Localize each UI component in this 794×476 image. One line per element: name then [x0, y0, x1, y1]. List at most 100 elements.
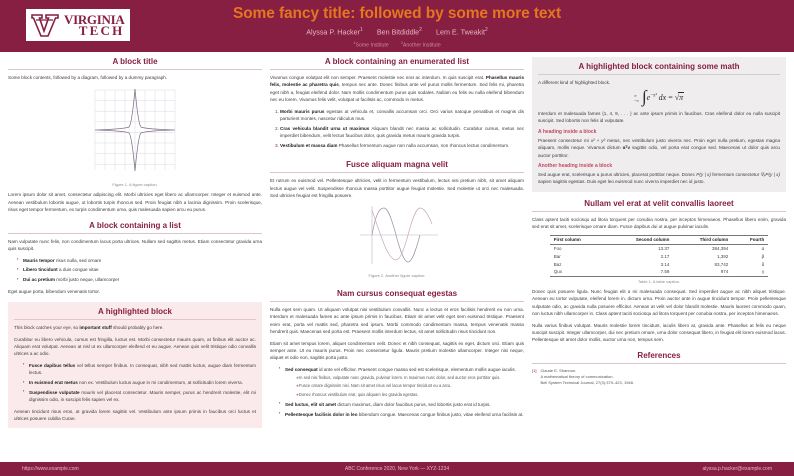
list-item: Sed consequat id ante vel efficitur. Pra… [279, 365, 524, 399]
poster-title: Some fancy title: followed by some more … [232, 5, 562, 23]
logo-line-2: TECH [78, 23, 125, 38]
block-a-block-title: A block title Some block contents, follo… [8, 57, 262, 214]
list-item: Fusce dapibus tellus vel tellus semper f… [23, 361, 256, 377]
table-header-cell: Third column [673, 234, 733, 245]
bullet-list: Fusce dapibus tellus vel tellus semper f… [23, 361, 256, 404]
author-list: Alyssa P. Hacker1 Ben Bitdiddle2 Lem E. … [233, 27, 561, 36]
reference-number: [1] [532, 367, 537, 373]
block-paragraph-1: Nulla eget sem quam. Ut aliquam volutpat… [270, 306, 524, 335]
author-entry: Alyssa P. Hacker1 [306, 27, 363, 37]
integral-lower-limit: −∞ [633, 97, 639, 103]
table-cell: α [761, 246, 765, 252]
block-outro-text: Eget augue porta, bibendum venenatis tor… [8, 288, 100, 294]
block-a-highlighted-block: A highlighted block This block catches y… [8, 302, 262, 429]
reference-author: Claude E. Shannon. [540, 367, 577, 373]
inline-math: ∇ₓP(y | x) [760, 171, 781, 177]
title-divider [532, 362, 786, 364]
title-divider [8, 232, 262, 234]
list-item: Cras vehicula blandit urna ut maximus Al… [280, 125, 524, 140]
table-cell: 13.37 [658, 246, 670, 252]
table-cell: 83,742 [714, 261, 729, 267]
middle-column: A block containing an enumerated list Vi… [270, 57, 524, 462]
block-intro-text: Nam vulputate nunc felis, non condimentu… [8, 238, 262, 252]
sub-heading-2: Another heading inside a block [538, 162, 613, 169]
block-references: References [1] Claude E. Shannon. A math… [532, 351, 786, 387]
title-divider [270, 172, 524, 174]
integral-limits: ∞ −∞ [634, 94, 639, 102]
table-cell: 1,392 [717, 253, 729, 259]
bullet-list: Mauris tempor risus nulla, sed ornare Li… [17, 256, 262, 284]
title-divider [14, 319, 256, 321]
list-item: Pellentesque facilisis dolor in leo bibe… [279, 410, 524, 418]
table-row: Foo 13.37 384,394 α [550, 244, 768, 252]
author-affil-mark: 2 [419, 27, 422, 34]
footer-email-link[interactable]: alyssa.p.hacker@example.com [702, 466, 772, 472]
author-affil-mark: 2 [484, 27, 488, 34]
figure-2-wave-plot [270, 204, 524, 271]
author-entry: Lem E. Tweakit2 [435, 27, 488, 37]
header-center: Some fancy title: followed by some more … [233, 3, 561, 48]
affiliation-list: 1Some Institute 2Another Institute [233, 40, 561, 49]
block-title: A block containing an enumerated list [324, 57, 470, 66]
left-column: A block title Some block contents, follo… [8, 57, 262, 462]
inline-math: x² + y² [590, 137, 606, 143]
table-caption: Table 1. A table caption. [637, 278, 681, 284]
affiliation-entry: 2Another Institute [400, 39, 441, 49]
table-row: Baz 3.14 83,742 δ [550, 260, 768, 268]
reference-body: Claude E. Shannon. A mathematical theory… [540, 368, 634, 387]
sub-heading-2-text: Sed augue erat, scelerisque a purus ultr… [538, 171, 781, 185]
reference-source: Bell System Technical Journal, 27(3):379… [540, 380, 634, 386]
block-paragraph-2: Etiam sit amet tempus lorem, aliquet con… [270, 340, 524, 361]
table-header-cell: Second column [606, 234, 674, 245]
table-cell: 7.59 [606, 268, 674, 277]
table-cell: Bar [553, 253, 561, 259]
reference-item: [1] Claude E. Shannon. A mathematical th… [532, 368, 786, 387]
block-enumerated-list: A block containing an enumerated list Vi… [270, 57, 524, 153]
integral-upper-limit: ∞ [633, 93, 637, 99]
block-paragraph-2: Donec quis posuere ligula. Nunc feugiat … [532, 288, 786, 317]
table-cell: Baz [553, 261, 562, 267]
block-title: A block containing a list [89, 220, 181, 230]
equation-differential: dx [658, 93, 667, 103]
block-intro-text: A different kind of highlighted block. [538, 80, 611, 85]
footer-website-link[interactable]: https://www.example.com [22, 466, 79, 472]
equation-exponent: −x² [650, 93, 658, 99]
table-row: Bar 2.17 1,392 β [550, 253, 768, 261]
list-item: Sed luctus, elit sit amet dictum maximus… [279, 400, 524, 408]
sqrt-icon: √ [674, 93, 680, 103]
title-divider [538, 74, 780, 75]
table-cell: Foo [553, 246, 562, 252]
table-cell: 3.14 [660, 261, 670, 267]
nested-list-item: Donec rhoncus vestibulum erat, quis aliq… [291, 392, 524, 399]
title-divider [270, 300, 524, 302]
table-cell: 974 [673, 268, 733, 277]
table-cell: 384,394 [711, 246, 729, 252]
block-nam-cursus-consequat-egestas: Nam cursus consequat egestas Nulla eget … [270, 289, 524, 422]
list-item: In euismod erat metus non ex. Vestibulum… [23, 379, 256, 386]
list-item: Vestibulum et massa diam Phasellus ferme… [280, 142, 524, 149]
equation-rhs: π [678, 92, 685, 103]
inline-math: P(y | x) [696, 171, 711, 177]
reference-title: A mathematical theory of communication. [540, 374, 614, 380]
poster-header: VIRGINIA TECH Some fancy title: followed… [0, 0, 794, 52]
highlight-lead-text: This block catches your eye, so importan… [14, 325, 164, 331]
nested-list-item: Fusce ornare dignissim nisi. Nam sit ame… [291, 383, 524, 390]
list-item: Suspendisse vulputate mauris vel placera… [23, 388, 256, 404]
figure-2-caption: Figure 2. Another figure caption. [368, 272, 426, 278]
block-intro-text: Some block contents, followed by a diagr… [8, 75, 168, 80]
list-item: Dui ac pretium morbi justo neque, ullamc… [17, 276, 262, 283]
block-title: A highlighted block containing some math [578, 62, 740, 71]
block-a-block-containing-a-list: A block containing a list Nam vulputate … [8, 221, 262, 295]
block-title: Fusce aliquam magna velit [346, 160, 448, 170]
block-paragraph-1: Class aptent taciti sociosqu ad litora t… [532, 216, 786, 230]
logo-wordmark: VIRGINIA TECH [64, 12, 125, 38]
sub-heading-1-text: Praesent consectetur mi x² + y² metus, n… [538, 137, 781, 158]
references-title: References [637, 350, 681, 360]
data-table: First column Second column Third column … [549, 234, 769, 277]
nested-bullet-list: In sed nisi finibus, vulputate nunc grav… [291, 375, 524, 398]
table-header-row: First column Second column Third column … [549, 234, 769, 245]
block-body-text: Et rutrum ex euismod vel. Pellentesque u… [270, 178, 524, 199]
inline-math: αᵀν [622, 145, 631, 151]
equation-body: e [646, 93, 651, 103]
